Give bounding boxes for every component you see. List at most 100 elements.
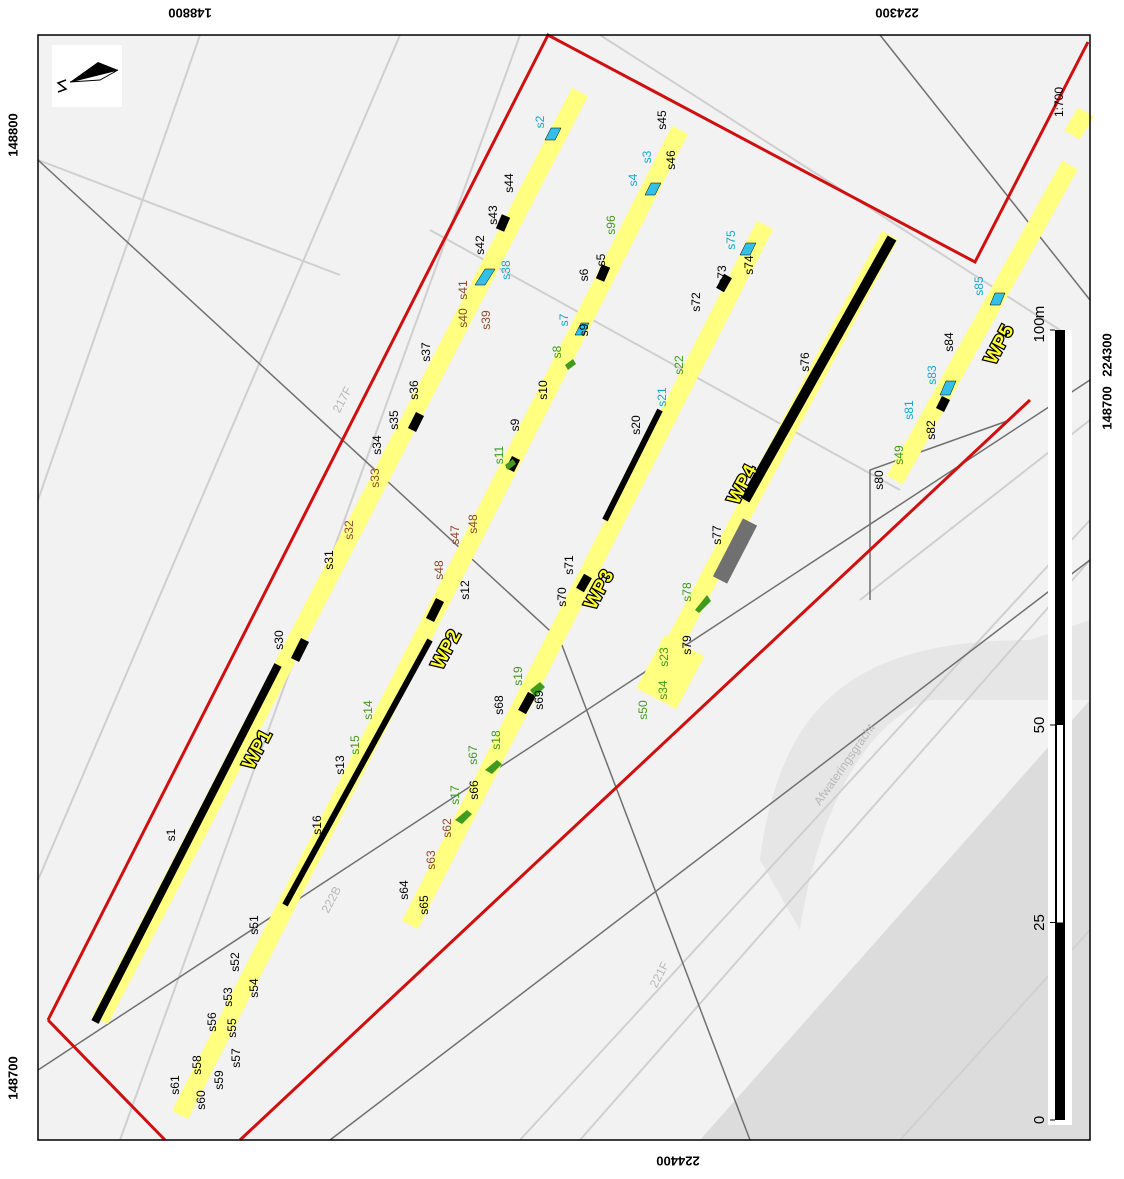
- feature-label: s11: [492, 445, 506, 464]
- coordinate-label: 224400: [656, 1154, 699, 1169]
- feature-label: s33: [368, 468, 382, 488]
- feature-label: s62: [440, 818, 454, 838]
- scale-tick-label: 100: [1031, 317, 1048, 342]
- feature-label: s34: [370, 435, 384, 455]
- feature-label: s21: [655, 387, 669, 407]
- feature-label: s23: [657, 647, 671, 667]
- coordinate-label: 148700: [1099, 386, 1114, 429]
- feature-label: s1: [164, 828, 178, 841]
- feature-label: s7: [557, 313, 571, 326]
- feature-label: s48: [466, 514, 480, 534]
- feature-label: s6: [577, 268, 591, 281]
- north-arrow-head: [70, 62, 118, 82]
- feature-label: s9: [577, 323, 591, 336]
- feature-label: s48: [432, 560, 446, 580]
- excavation-boundary: [46, 32, 1090, 1142]
- feature-label: s53: [221, 987, 235, 1007]
- feature-label: s32: [342, 520, 356, 540]
- north-arrow: [52, 45, 122, 107]
- scale-unit: m: [1031, 306, 1048, 319]
- coordinate-label: 148800: [5, 113, 20, 156]
- feature-label: s55: [225, 1018, 239, 1038]
- feature-label: s5: [594, 253, 608, 266]
- coordinate-label: 224300: [1099, 333, 1114, 376]
- feature-label: s85: [972, 276, 986, 296]
- trench-extension: [636, 635, 705, 710]
- scale-ratio: 1:700: [1052, 87, 1066, 117]
- feature-label: s73: [715, 265, 729, 285]
- feature-label: s68: [492, 695, 506, 715]
- feature-label: s52: [228, 952, 242, 972]
- trench: [171, 125, 689, 1120]
- feature-line: [282, 638, 433, 907]
- feature-label: s83: [925, 365, 939, 385]
- feature-label: s64: [397, 880, 411, 900]
- feature-label: s80: [872, 470, 886, 490]
- feature-label: s9: [508, 418, 522, 431]
- feature-label: s81: [902, 400, 916, 420]
- feature-label: s71: [562, 555, 576, 575]
- feature-label: s40: [456, 308, 470, 328]
- feature-s20: [602, 408, 663, 522]
- feature-label: s54: [247, 978, 261, 998]
- feature-label: s82: [924, 420, 938, 440]
- feature-label: s51: [247, 915, 261, 935]
- feature-label: s66: [467, 780, 481, 800]
- feature-label: s47: [448, 525, 462, 545]
- coordinate-label: 148800: [168, 6, 211, 21]
- feature-label: s34: [656, 680, 670, 700]
- scale-tick-label: 0: [1031, 1116, 1048, 1124]
- feature-label: s96: [604, 215, 618, 235]
- scale-tick-label: 50: [1031, 717, 1048, 734]
- feature-label: s15: [348, 735, 362, 755]
- feature-label: s44: [502, 173, 516, 193]
- feature-label: s45: [655, 110, 669, 130]
- feature-label: s12: [458, 580, 472, 600]
- feature-cyan: [474, 127, 1006, 396]
- feature-label: s63: [424, 850, 438, 870]
- north-arrow-tail: [69, 69, 119, 83]
- map-frame: [37, 34, 1091, 1141]
- feature-label: s56: [205, 1012, 219, 1032]
- feature-label: s31: [322, 550, 336, 570]
- feature-label: s39: [479, 310, 493, 330]
- feature-label: s57: [229, 1048, 243, 1068]
- feature-label: s38: [499, 260, 513, 280]
- feature-label: s79: [680, 635, 694, 655]
- feature-label: s46: [664, 150, 678, 170]
- trench: [887, 160, 1078, 485]
- feature-s76: [740, 235, 897, 503]
- feature-s1: [91, 663, 282, 1024]
- feature-label: s16: [310, 815, 324, 835]
- feature-label: s37: [419, 342, 433, 362]
- scale-tick-label: 25: [1031, 914, 1048, 931]
- scale-bar-segment: [1057, 725, 1063, 923]
- basemap: [37, 32, 1091, 1142]
- trench: [92, 87, 588, 1025]
- feature-label: s3: [640, 150, 654, 163]
- feature-label: s70: [555, 587, 569, 607]
- feature-label: s35: [387, 410, 401, 430]
- feature-label: s4: [626, 173, 640, 186]
- feature-label: s59: [212, 1070, 226, 1090]
- coordinate-label: 224300: [875, 6, 918, 21]
- feature-label: s49: [892, 445, 906, 465]
- feature-label: s18: [489, 730, 503, 750]
- feature-label: s8: [550, 345, 564, 358]
- feature-label: s22: [672, 355, 686, 375]
- trench: [1064, 107, 1094, 140]
- feature-label: s17: [448, 785, 462, 805]
- feature-label: s76: [798, 352, 812, 372]
- feature-s77: [712, 518, 758, 584]
- water-area: [760, 620, 1090, 930]
- feature-label: s42: [473, 235, 487, 255]
- feature-label: s2: [533, 115, 547, 128]
- feature-label: s78: [680, 582, 694, 602]
- feature-label: s20: [629, 415, 643, 435]
- trenches: [91, 87, 1094, 1120]
- paved-area: [700, 700, 1090, 1140]
- feature-label: s19: [511, 666, 525, 686]
- feature-label: s69: [532, 690, 546, 710]
